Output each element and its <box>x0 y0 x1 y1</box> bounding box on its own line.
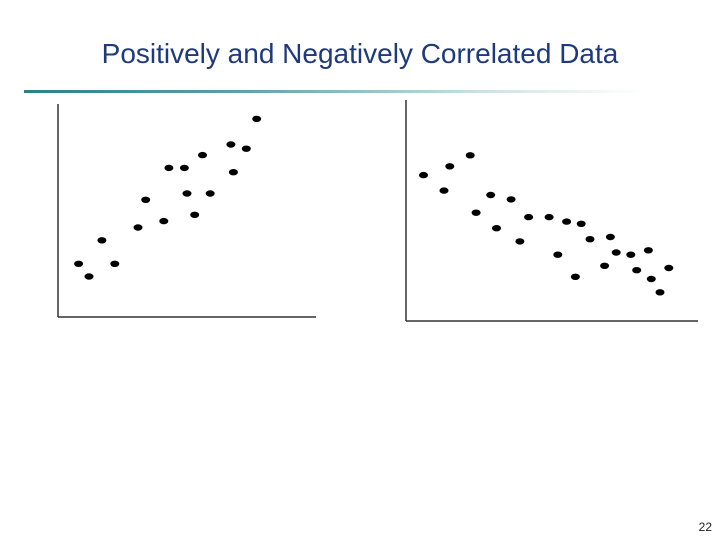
positive-point <box>133 224 143 231</box>
negative-point <box>471 209 481 216</box>
negative-point <box>626 251 636 258</box>
positive-point <box>74 260 84 267</box>
negative-point <box>506 196 516 203</box>
positive-point <box>141 196 151 203</box>
negative-point <box>611 249 621 256</box>
negative-point <box>643 247 653 254</box>
negative-point <box>553 251 563 258</box>
negative-point <box>664 264 674 272</box>
positive-point <box>164 164 174 172</box>
negative-point <box>646 275 656 283</box>
negative-point <box>605 233 615 241</box>
negative-point <box>419 171 428 179</box>
positive-point <box>179 164 189 172</box>
title-underline <box>24 90 644 93</box>
negative-point <box>465 152 475 159</box>
page-number: 22 <box>698 520 712 534</box>
positive-point <box>228 169 238 176</box>
positive-point <box>205 190 215 197</box>
positive-point <box>159 217 169 225</box>
positive-point <box>241 145 251 152</box>
negative-point <box>515 238 525 245</box>
negative-point <box>486 191 496 199</box>
negative-point <box>576 220 586 227</box>
positive-point <box>252 115 262 123</box>
slide-title: Positively and Negatively Correlated Dat… <box>101 38 619 69</box>
negative-point <box>439 187 449 194</box>
negative-point <box>585 236 595 243</box>
positive-point <box>84 273 94 280</box>
positive-point <box>182 190 192 197</box>
negative-point <box>524 213 534 221</box>
positive-point <box>190 211 200 218</box>
positive-point <box>226 141 236 148</box>
negative-point <box>544 213 554 221</box>
negative-point <box>600 262 610 269</box>
positive-point <box>198 151 207 159</box>
positive-scatter-plot <box>57 104 316 318</box>
negative-point <box>570 273 580 280</box>
negative-point <box>492 225 501 232</box>
positive-point <box>110 260 120 267</box>
positive-point <box>97 237 107 244</box>
negative-scatter-plot <box>405 100 698 322</box>
negative-point <box>562 218 572 225</box>
negative-point <box>445 163 455 170</box>
negative-point <box>632 267 642 274</box>
negative-point <box>655 289 665 296</box>
